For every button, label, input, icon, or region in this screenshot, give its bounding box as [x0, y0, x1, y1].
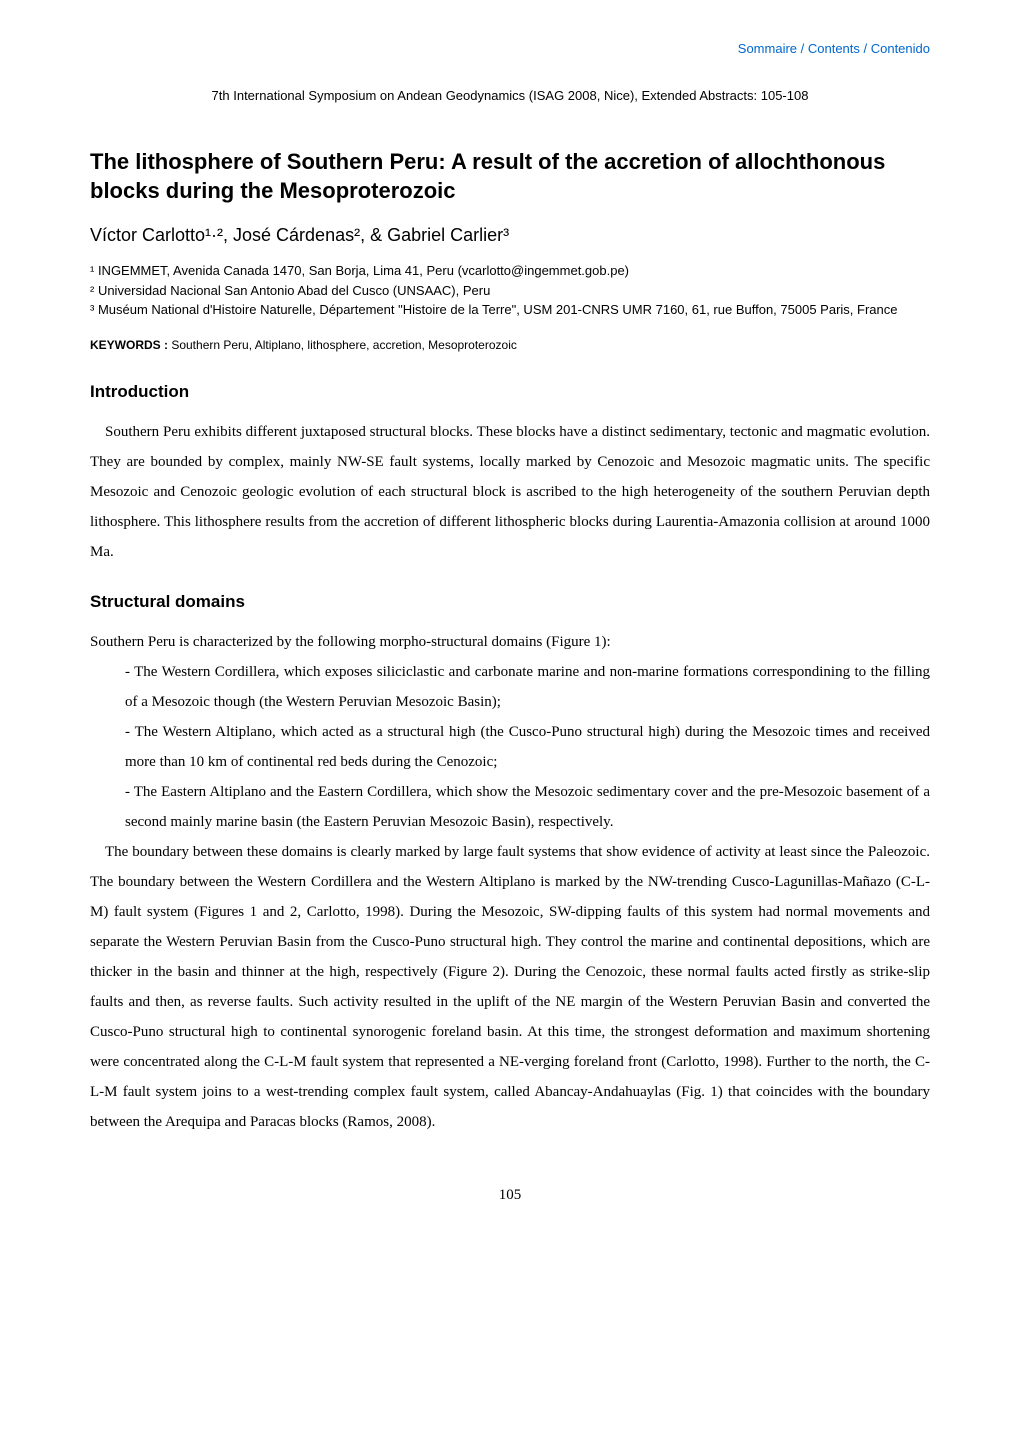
paper-title: The lithosphere of Southern Peru: A resu… [90, 148, 930, 205]
conference-header: 7th International Symposium on Andean Ge… [90, 88, 930, 103]
domain-list: - The Western Cordillera, which exposes … [125, 657, 930, 837]
domain-item-3: - The Eastern Altiplano and the Eastern … [125, 777, 930, 837]
affiliation-2: ² Universidad Nacional San Antonio Abad … [90, 281, 930, 301]
keywords: KEYWORDS : Southern Peru, Altiplano, lit… [90, 338, 930, 352]
structural-domains-intro: Southern Peru is characterized by the fo… [90, 627, 930, 657]
affiliations: ¹ INGEMMET, Avenida Canada 1470, San Bor… [90, 261, 930, 320]
keywords-label: KEYWORDS : [90, 338, 168, 352]
contents-link[interactable]: Sommaire / Contents / Contenido [738, 41, 930, 56]
structural-domains-heading: Structural domains [90, 592, 930, 612]
domain-item-1: - The Western Cordillera, which exposes … [125, 657, 930, 717]
page-number: 105 [90, 1187, 930, 1204]
keywords-text: Southern Peru, Altiplano, lithosphere, a… [168, 338, 517, 352]
affiliation-1: ¹ INGEMMET, Avenida Canada 1470, San Bor… [90, 261, 930, 281]
affiliation-3: ³ Muséum National d'Histoire Naturelle, … [90, 300, 930, 320]
structural-domains-paragraph: The boundary between these domains is cl… [90, 837, 930, 1137]
authors: Víctor Carlotto¹·², José Cárdenas², & Ga… [90, 225, 930, 246]
introduction-heading: Introduction [90, 382, 930, 402]
introduction-paragraph: Southern Peru exhibits different juxtapo… [90, 417, 930, 567]
domain-item-2: - The Western Altiplano, which acted as … [125, 717, 930, 777]
top-link-container: Sommaire / Contents / Contenido [90, 40, 930, 58]
